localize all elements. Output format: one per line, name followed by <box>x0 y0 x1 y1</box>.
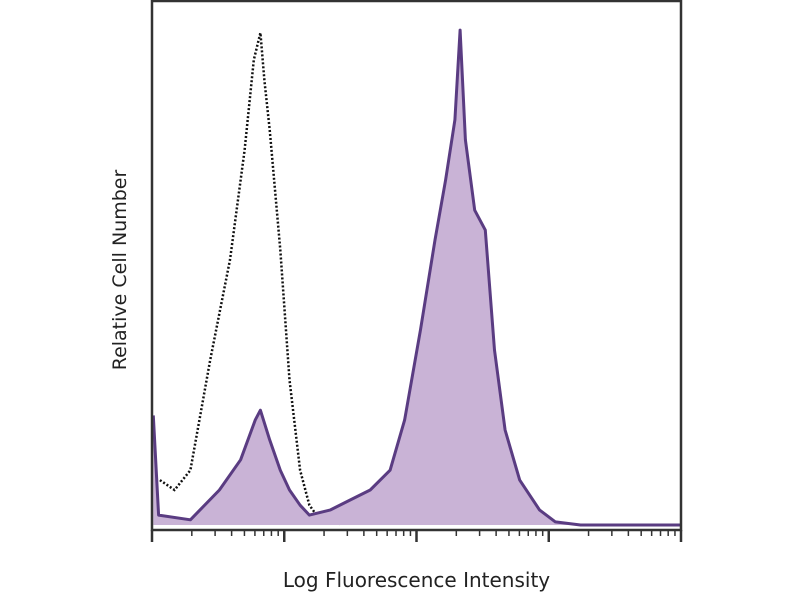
series-fill-1 <box>153 30 682 525</box>
series-line-1 <box>151 28 681 527</box>
x-axis-label: Log Fluorescence Intensity <box>282 568 551 592</box>
y-axis-label: Relative Cell Number <box>109 169 131 371</box>
